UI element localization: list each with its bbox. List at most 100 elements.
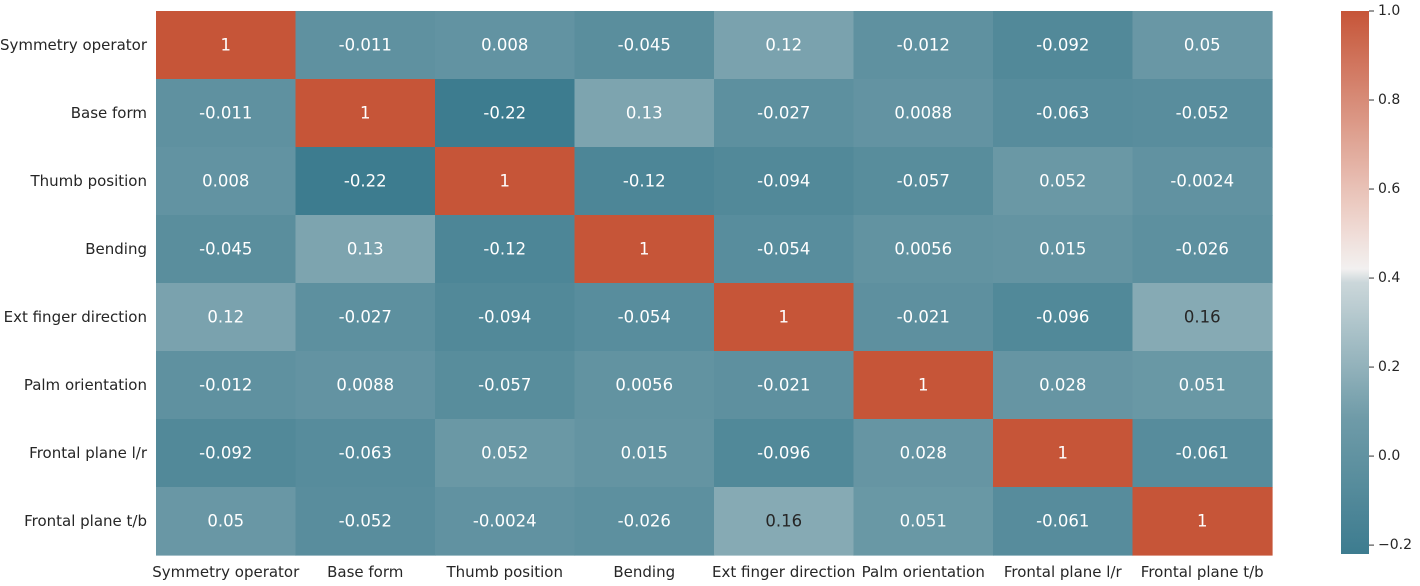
heatmap-cell bbox=[1132, 11, 1273, 80]
heatmap-cell bbox=[156, 11, 297, 80]
row-label: Thumb position bbox=[30, 172, 148, 190]
heatmap-cell-value: -0.096 bbox=[1036, 308, 1089, 327]
heatmap-cell-value: -0.092 bbox=[199, 444, 252, 463]
heatmap-cell bbox=[435, 351, 576, 420]
column-label: Symmetry operator bbox=[152, 563, 300, 581]
heatmap-cell bbox=[714, 11, 855, 80]
heatmap-cell bbox=[295, 419, 436, 488]
heatmap-cell bbox=[295, 147, 436, 216]
heatmap-cell-value: 0.051 bbox=[1179, 376, 1226, 395]
heatmap-cell-value: -0.026 bbox=[1176, 240, 1229, 259]
heatmap-cell bbox=[295, 351, 436, 420]
heatmap-cell bbox=[853, 487, 994, 556]
heatmap-cell bbox=[993, 351, 1134, 420]
heatmap-cell bbox=[714, 215, 855, 284]
heatmap-cell bbox=[156, 79, 297, 148]
heatmap-cell-value: 0.052 bbox=[1039, 172, 1086, 191]
column-label: Palm orientation bbox=[862, 563, 985, 581]
heatmap-cell-value: 0.028 bbox=[1039, 376, 1086, 395]
colorbar-tick-label: −0.2 bbox=[1378, 537, 1412, 553]
heatmap-cell-value: 0.16 bbox=[765, 512, 802, 531]
heatmap-cell bbox=[1132, 419, 1273, 488]
heatmap-cell-value: -0.054 bbox=[757, 240, 810, 259]
heatmap-cell bbox=[714, 147, 855, 216]
heatmap-cell-value: 0.015 bbox=[1039, 240, 1086, 259]
heatmap-cell-value: -0.021 bbox=[757, 376, 810, 395]
heatmap-cell bbox=[435, 147, 576, 216]
heatmap-cell-value: -0.096 bbox=[757, 444, 810, 463]
row-labels: Symmetry operator Base form Thumb position… bbox=[0, 36, 148, 530]
heatmap-cell-value: -0.063 bbox=[339, 444, 392, 463]
heatmap-cell-value: -0.061 bbox=[1036, 512, 1089, 531]
column-label: Bending bbox=[613, 563, 675, 581]
heatmap-cell bbox=[714, 351, 855, 420]
colorbar-tick-label: 1.0 bbox=[1378, 3, 1400, 19]
heatmap-cell bbox=[156, 283, 297, 352]
heatmap-cell-value: -0.052 bbox=[1176, 104, 1229, 123]
heatmap-cell-value: 0.0088 bbox=[894, 104, 952, 123]
heatmap-cell bbox=[1132, 487, 1273, 556]
heatmap-cell-value: 0.0056 bbox=[615, 376, 673, 395]
row-label: Ext finger direction bbox=[4, 308, 147, 326]
column-label: Ext finger direction bbox=[712, 563, 855, 581]
heatmap-cell bbox=[574, 419, 715, 488]
heatmap-cell bbox=[435, 215, 576, 284]
heatmap-cell-value: -0.0024 bbox=[473, 512, 537, 531]
heatmap-cell-value: -0.045 bbox=[618, 36, 671, 55]
heatmap-cell bbox=[853, 283, 994, 352]
colorbar-tick-label: 0.8 bbox=[1378, 92, 1400, 108]
heatmap-cell bbox=[853, 79, 994, 148]
heatmap-cell-value: 0.051 bbox=[900, 512, 947, 531]
column-label: Base form bbox=[327, 563, 403, 581]
heatmap-cell-value: 0.16 bbox=[1184, 308, 1221, 327]
heatmap-cell-value: 0.0088 bbox=[336, 376, 394, 395]
heatmap-cell-value: -0.011 bbox=[339, 36, 392, 55]
heatmap-cell bbox=[993, 215, 1134, 284]
heatmap-cell bbox=[156, 147, 297, 216]
heatmap-cell-value: -0.027 bbox=[757, 104, 810, 123]
heatmap-cell-value: 1 bbox=[1197, 512, 1208, 531]
heatmap-cell bbox=[156, 215, 297, 284]
heatmap-cell-value: -0.094 bbox=[757, 172, 810, 191]
heatmap-cell bbox=[295, 487, 436, 556]
heatmap-cell bbox=[1132, 147, 1273, 216]
heatmap-cell-value: 0.13 bbox=[347, 240, 384, 259]
heatmap-cell-value: -0.021 bbox=[897, 308, 950, 327]
heatmap-cell-value: -0.0024 bbox=[1170, 172, 1234, 191]
heatmap-cell-value: -0.12 bbox=[623, 172, 666, 191]
row-label: Symmetry operator bbox=[0, 36, 148, 54]
colorbar-tick-label: 0.2 bbox=[1378, 359, 1400, 375]
heatmap-cell-value: -0.22 bbox=[483, 104, 526, 123]
row-label: Frontal plane l/r bbox=[29, 444, 148, 462]
heatmap-cell-value: -0.026 bbox=[618, 512, 671, 531]
heatmap-cell-value: -0.012 bbox=[897, 36, 950, 55]
heatmap-cell bbox=[435, 283, 576, 352]
heatmap-cell bbox=[993, 487, 1134, 556]
heatmap-cell-value: 1 bbox=[221, 36, 232, 55]
heatmap-cell bbox=[853, 147, 994, 216]
colorbar-tick-label: 0.6 bbox=[1378, 181, 1400, 197]
heatmap-cell bbox=[574, 487, 715, 556]
heatmap-cell bbox=[993, 147, 1134, 216]
colorbar-tick-label: 0.4 bbox=[1378, 270, 1400, 286]
column-label: Frontal plane l/r bbox=[1004, 563, 1123, 581]
heatmap-cell bbox=[714, 487, 855, 556]
heatmap-cell-value: 0.052 bbox=[481, 444, 528, 463]
heatmap-cell bbox=[714, 419, 855, 488]
heatmap-cell bbox=[435, 487, 576, 556]
colorbar-ticks: 1.0 0.8 0.6 0.4 0.2 0.0 −0.2 bbox=[1369, 3, 1412, 553]
heatmap-cell bbox=[574, 147, 715, 216]
heatmap-cell-value: -0.057 bbox=[897, 172, 950, 191]
heatmap-cell-value: 0.0056 bbox=[894, 240, 952, 259]
colorbar-tick-label: 0.0 bbox=[1378, 448, 1400, 464]
heatmap-cell bbox=[1132, 351, 1273, 420]
heatmap-cell bbox=[574, 215, 715, 284]
heatmap-cell bbox=[574, 79, 715, 148]
heatmap-cell-value: -0.057 bbox=[478, 376, 531, 395]
heatmap-cell-value: 0.13 bbox=[626, 104, 663, 123]
heatmap-cell-value: -0.12 bbox=[483, 240, 526, 259]
heatmap-cell-value: -0.027 bbox=[339, 308, 392, 327]
heatmap-cell bbox=[993, 79, 1134, 148]
heatmap-cell bbox=[435, 11, 576, 80]
